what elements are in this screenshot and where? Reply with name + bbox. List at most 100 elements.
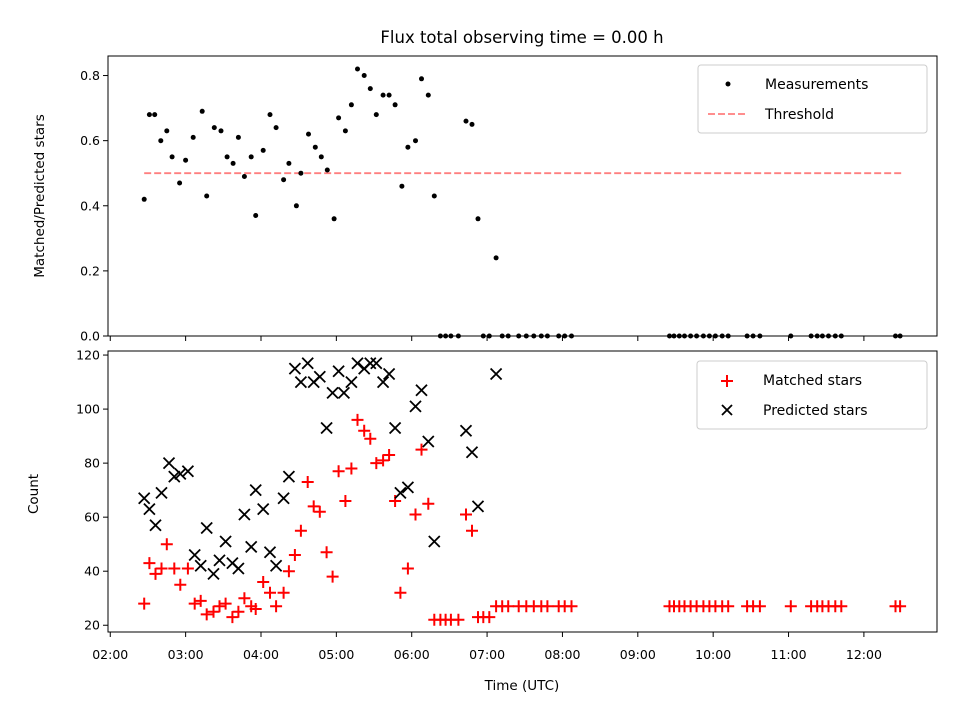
predicted-star-point xyxy=(313,370,326,383)
x-tick-label: 07:00 xyxy=(469,647,505,662)
predicted-star-point xyxy=(388,421,402,435)
predicted-star-point xyxy=(370,357,383,370)
measurement-point xyxy=(273,125,279,131)
x-tick-label: 05:00 xyxy=(318,647,354,662)
legend-measurements-marker xyxy=(725,81,731,87)
measurement-point xyxy=(355,66,360,72)
bottom-axis-ticks: 20 40 60 80 100 120 02:00 03:00 04:00 05:00 06:00 0… xyxy=(76,348,882,662)
measurement-point xyxy=(318,154,324,160)
x-axis-label: Time (UTC) xyxy=(484,678,560,694)
matched-star-point xyxy=(155,562,168,575)
predicted-star-point xyxy=(207,567,220,581)
matched-star-point xyxy=(160,538,173,551)
top-y-tick-label: 0.0 xyxy=(80,329,100,344)
matched-star-point xyxy=(415,443,428,456)
matched-star-point xyxy=(320,546,333,559)
predicted-star-point xyxy=(394,486,407,500)
matched-star-point xyxy=(565,600,578,613)
bottom-plot-area xyxy=(138,357,907,626)
matched-star-point xyxy=(383,449,396,461)
matched-star-point xyxy=(257,576,270,588)
predicted-star-point xyxy=(213,554,226,567)
measurement-point xyxy=(348,102,354,108)
bottom-y-tick-label: 120 xyxy=(76,348,100,363)
predicted-star-point xyxy=(345,375,358,389)
matched-star-point xyxy=(377,454,390,467)
bottom-y-tick-label: 60 xyxy=(84,510,100,525)
matched-star-point xyxy=(339,495,352,507)
bottom-legend: Matched stars Predicted stars xyxy=(696,360,928,430)
measurement-point xyxy=(324,167,330,173)
matched-star-point xyxy=(282,565,295,578)
matched-star-point xyxy=(219,597,232,610)
matched-star-point xyxy=(168,562,181,575)
matched-star-point xyxy=(238,592,251,605)
predicted-star-point xyxy=(194,559,207,572)
predicted-star-point xyxy=(409,400,422,413)
legend-predicted-marker xyxy=(721,404,733,416)
matched-star-point xyxy=(784,600,797,613)
matched-star-point xyxy=(370,457,383,470)
measurement-point xyxy=(253,213,259,218)
measurement-point xyxy=(169,154,175,160)
matched-star-point xyxy=(541,600,554,613)
chart-title: Flux total observing time = 0.00 h xyxy=(380,28,663,47)
matched-star-point xyxy=(364,432,377,445)
measurement-point xyxy=(204,193,210,199)
bottom-y-tick-label: 80 xyxy=(84,456,100,471)
matched-star-point xyxy=(277,586,290,599)
predicted-star-point xyxy=(294,375,308,389)
measurement-point xyxy=(286,160,292,166)
measurement-point xyxy=(419,76,424,82)
matched-star-point xyxy=(207,605,220,618)
matched-star-point xyxy=(174,578,187,591)
matched-star-point xyxy=(753,600,766,613)
predicted-star-point xyxy=(200,521,213,535)
measurement-point xyxy=(306,131,311,137)
matched-star-point xyxy=(502,600,515,613)
top-axis-ticks: 0.0 0.2 0.4 0.6 0.8 xyxy=(80,68,865,344)
x-tick-label: 06:00 xyxy=(394,647,430,662)
matched-star-point xyxy=(149,567,162,580)
measurement-point xyxy=(241,174,247,179)
matched-star-point xyxy=(200,608,213,621)
measurement-point xyxy=(425,92,431,98)
bottom-legend-box xyxy=(696,360,928,430)
predicted-star-point xyxy=(257,502,270,516)
x-tick-label: 02:00 xyxy=(92,647,128,662)
measurement-point xyxy=(224,154,230,160)
measurement-point xyxy=(293,203,299,209)
bottom-y-axis-label: Count xyxy=(26,474,42,514)
measurement-point xyxy=(373,112,379,118)
measurement-point xyxy=(431,193,437,199)
legend-predicted-label: Predicted stars xyxy=(763,403,868,419)
predicted-star-point xyxy=(181,465,195,478)
predicted-star-point xyxy=(238,508,251,521)
measurement-point xyxy=(141,196,147,202)
measurement-point xyxy=(260,147,266,153)
matched-star-point xyxy=(894,600,907,613)
matched-star-point xyxy=(401,562,414,575)
matched-star-point xyxy=(188,597,201,610)
measurement-point xyxy=(146,112,152,118)
predicted-star-point xyxy=(428,535,441,548)
predicted-star-point xyxy=(364,357,377,370)
measurement-point xyxy=(211,125,217,131)
matched-star-point xyxy=(138,597,151,610)
predicted-star-point xyxy=(376,375,390,389)
predicted-star-point xyxy=(143,502,156,516)
predicted-star-point xyxy=(162,456,176,470)
measurement-point xyxy=(386,92,392,98)
measurement-point xyxy=(281,177,287,183)
predicted-star-point xyxy=(326,386,339,400)
top-y-axis-label: Matched/Predicted stars xyxy=(32,114,48,277)
measurement-point xyxy=(399,183,405,189)
matched-star-point xyxy=(466,524,478,537)
x-tick-label: 03:00 xyxy=(168,647,204,662)
bottom-axes-frame xyxy=(107,350,938,633)
measurement-point xyxy=(312,144,318,150)
top-y-tick-label: 0.6 xyxy=(80,133,100,148)
matched-star-point xyxy=(301,476,314,488)
predicted-star-point xyxy=(382,367,396,381)
predicted-star-point xyxy=(138,492,151,505)
